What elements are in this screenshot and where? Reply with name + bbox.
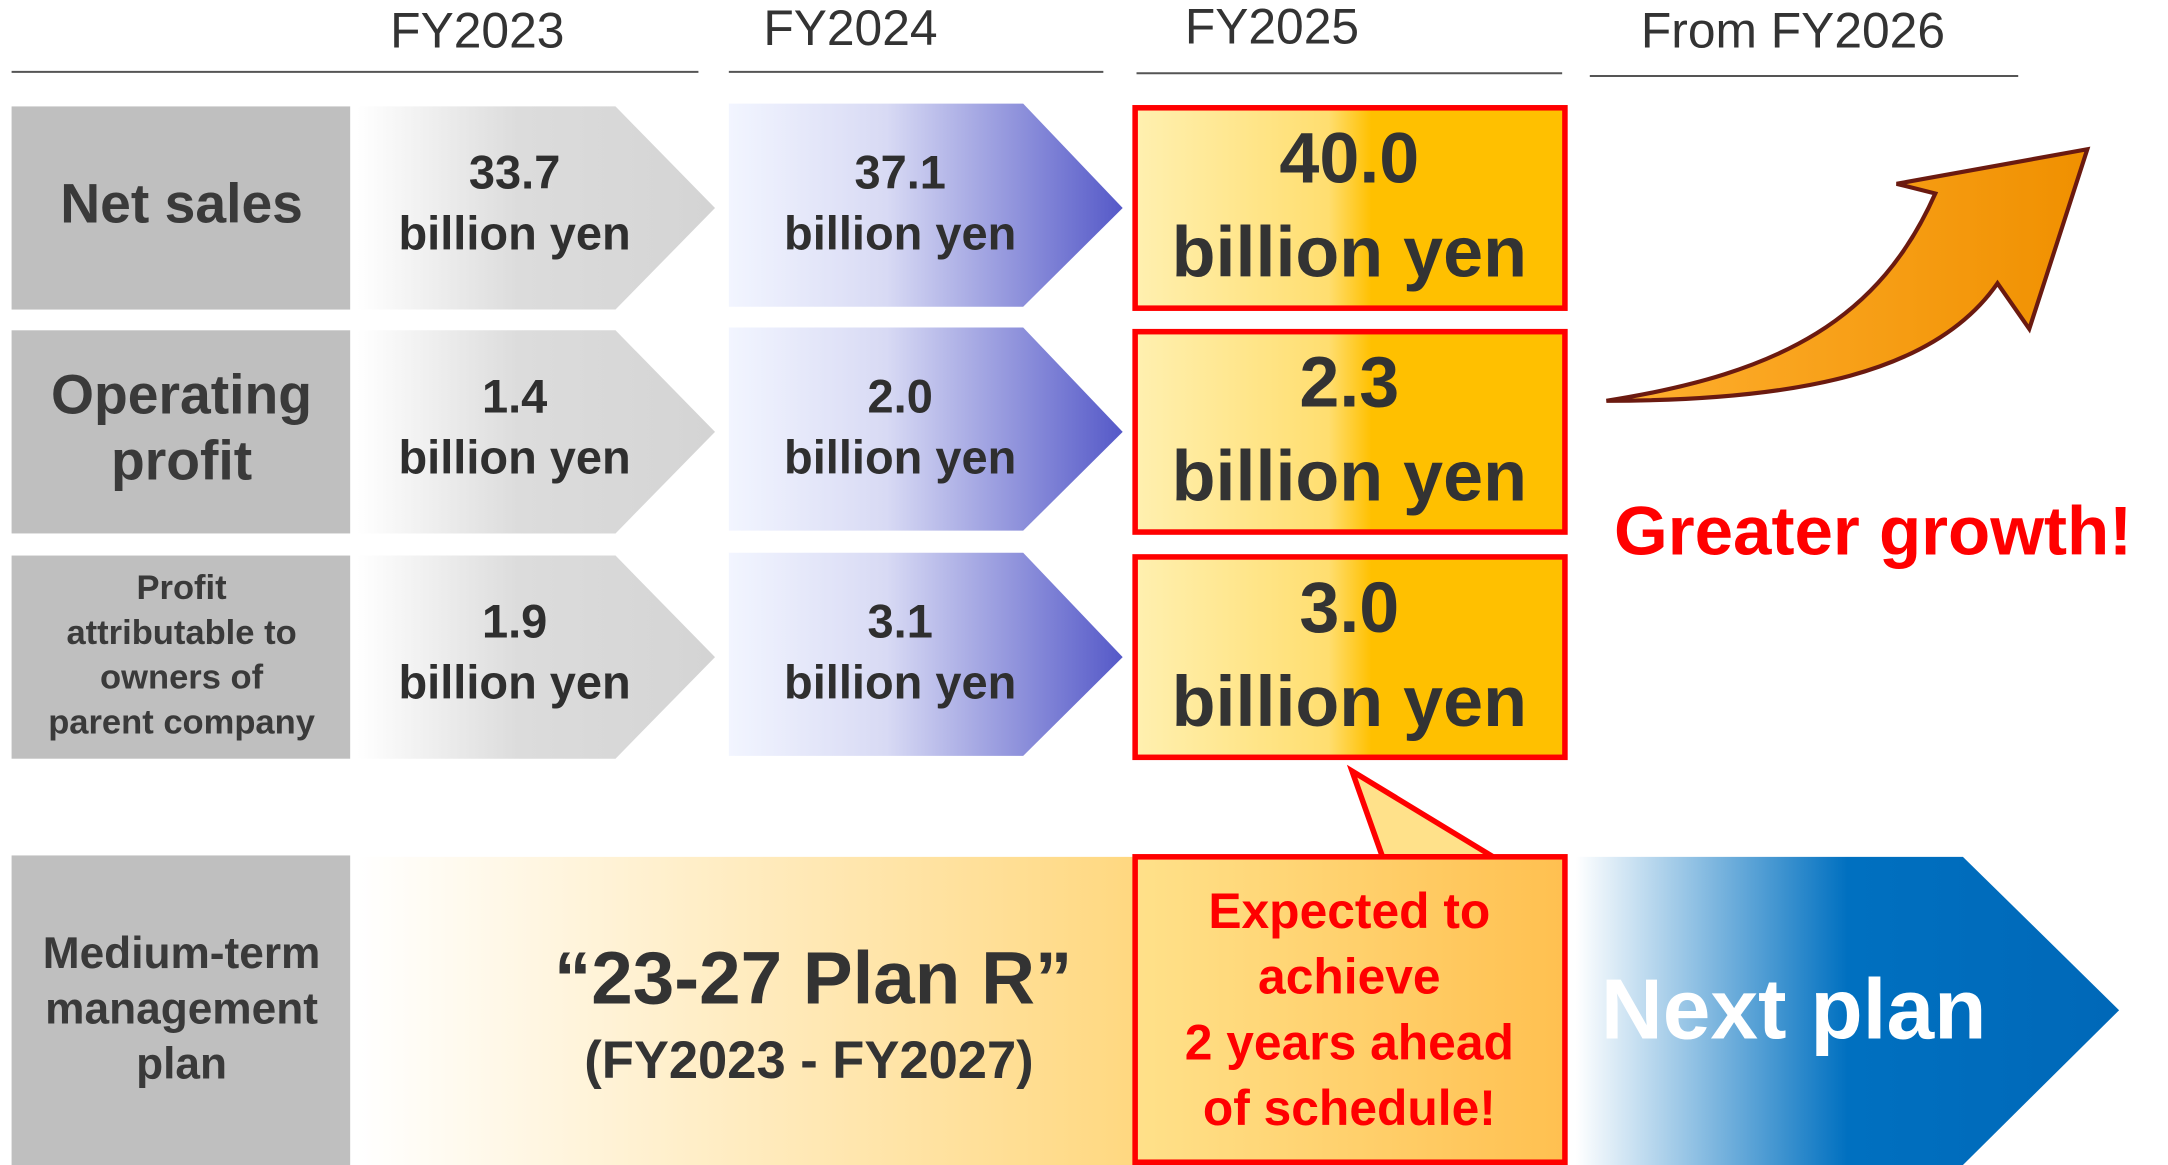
fy2024-arrow xyxy=(728,327,1123,531)
callout-box xyxy=(1132,854,1568,1165)
cell-value: 1.9 xyxy=(482,595,547,648)
year-header: FY2024 xyxy=(763,0,937,56)
plan-label-box xyxy=(11,855,351,1165)
year-header: From FY2026 xyxy=(1641,3,1945,59)
target-unit: billion yen xyxy=(1172,662,1527,742)
row-label-box xyxy=(11,106,351,310)
row-label: parent company xyxy=(48,704,316,742)
next-plan: Next plan xyxy=(1601,961,1987,1057)
plan-period: (FY2023 - FY2027) xyxy=(584,1031,1033,1090)
row-label: owners of xyxy=(100,659,264,697)
cell-unit: billion yen xyxy=(398,656,630,709)
callout-text: 2 years ahead xyxy=(1185,1014,1514,1070)
cell-value: 37.1 xyxy=(854,146,945,199)
fy2025-box xyxy=(1132,328,1568,535)
fy2023-arrow xyxy=(357,106,716,310)
callout-text: achieve xyxy=(1258,949,1441,1005)
cell-unit: billion yen xyxy=(398,430,630,483)
target-value: 2.3 xyxy=(1299,343,1399,423)
fy2023-arrow xyxy=(357,555,716,759)
target-unit: billion yen xyxy=(1172,213,1527,293)
cell-unit: billion yen xyxy=(784,206,1016,259)
year-header: FY2023 xyxy=(390,3,564,59)
cell-unit: billion yen xyxy=(784,430,1016,483)
row-label-box xyxy=(11,555,351,759)
cell-value: 3.1 xyxy=(868,595,933,648)
row-label: Net sales xyxy=(60,173,303,235)
row-label: attributable to xyxy=(66,614,296,652)
target-value: 40.0 xyxy=(1279,119,1419,199)
growth-text: Greater growth! xyxy=(1614,491,2132,569)
cell-unit: billion yen xyxy=(398,206,630,259)
year-header: FY2025 xyxy=(1185,0,1359,55)
fy2025-box xyxy=(1132,105,1568,311)
content: FY2023 FY2024 FY2025 From FY2026 Net sales 33… xyxy=(11,0,1945,761)
callout-text: of schedule! xyxy=(1203,1080,1496,1136)
row-label: Profit xyxy=(136,569,227,607)
fy2023-arrow xyxy=(357,330,716,534)
row-label-box xyxy=(11,330,351,534)
growth-arrow xyxy=(1606,146,2091,403)
plan-name: “23-27 Plan R” xyxy=(554,936,1072,1020)
cell-value: 33.7 xyxy=(469,146,560,199)
callout-text: Expected to xyxy=(1208,883,1490,939)
plan-label: management xyxy=(45,984,318,1033)
fy2024-arrow xyxy=(728,103,1123,307)
plan-label: Medium-term xyxy=(43,929,321,978)
fy2025-box xyxy=(1132,554,1568,761)
callout-pointer xyxy=(1346,764,1503,860)
header-lines xyxy=(11,70,2019,78)
next-plan-arrow xyxy=(1575,856,2120,1165)
plan-band xyxy=(357,856,1134,1165)
cell-unit: billion yen xyxy=(784,656,1016,709)
cell-value: 1.4 xyxy=(482,369,547,422)
plan-label: plan xyxy=(136,1040,227,1089)
target-value: 3.0 xyxy=(1299,568,1399,648)
row-label: profit xyxy=(111,430,252,492)
target-unit: billion yen xyxy=(1172,437,1527,517)
row-label: Operating xyxy=(51,363,312,425)
fy2024-arrow xyxy=(728,552,1123,756)
cell-value: 2.0 xyxy=(868,369,933,422)
